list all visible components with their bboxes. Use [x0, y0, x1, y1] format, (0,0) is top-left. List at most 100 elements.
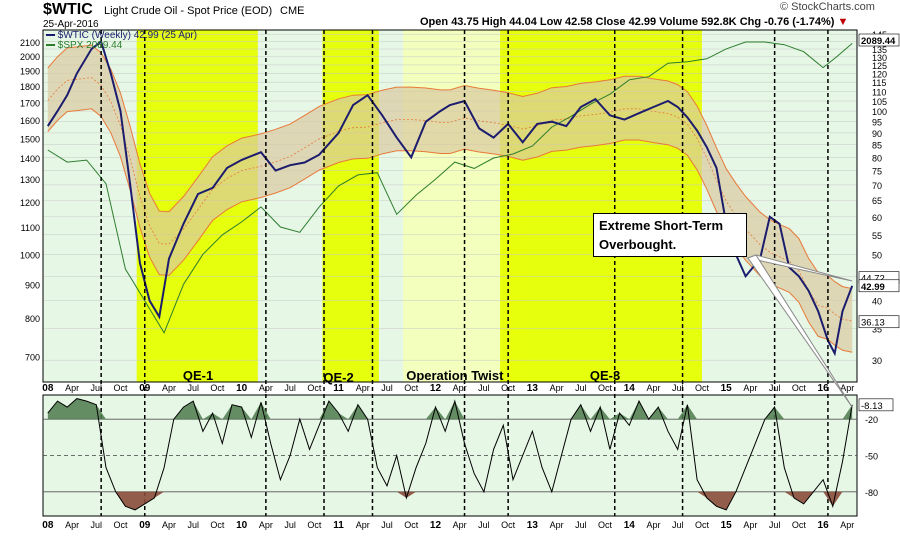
osc-x-axis-tick: Oct [792, 520, 807, 530]
volume-value: 592.8K [701, 16, 737, 28]
osc-x-axis-tick: Apr [356, 520, 370, 530]
osc-x-axis-tick: 09 [139, 520, 151, 531]
osc-y-tick: -50 [865, 452, 878, 462]
x-axis-tick: 10 [236, 383, 248, 394]
x-axis-tick: 13 [527, 383, 539, 394]
x-axis-tick: Apr [162, 383, 176, 393]
right-axis-tick: 50 [872, 251, 882, 261]
bollinger-mid-band [47, 77, 853, 322]
osc-x-axis-tick: Jul [478, 520, 490, 530]
osc-x-axis-tick: Oct [210, 520, 225, 530]
x-axis-tick: Oct [404, 383, 419, 393]
x-axis-tick: 12 [430, 383, 442, 394]
period-label-4: QE-3 [590, 368, 620, 383]
value-tag: 42.99 [861, 282, 885, 293]
right-axis-tick: 40 [872, 297, 882, 307]
value-tag: 44.72 [861, 274, 885, 285]
osc-oversold-fill [47, 491, 853, 510]
osc-value-tag: -8.13 [861, 401, 883, 412]
close-value: 42.99 [628, 16, 657, 28]
osc-value-tag-box [858, 398, 894, 412]
osc-x-axis-tick: Oct [501, 520, 516, 530]
right-axis-tick: 120 [872, 69, 887, 79]
x-axis-tick: Oct [501, 383, 516, 393]
osc-x-axis-tick: Oct [114, 520, 129, 530]
x-axis-tick: Apr [743, 383, 757, 393]
close-label: Close [595, 16, 626, 28]
wtic-series-line [46, 39, 854, 357]
callout-arrow-osc [747, 254, 853, 408]
spx-value-tag: 2089.44 [861, 36, 896, 47]
x-axis-tick: Oct [210, 383, 225, 393]
right-axis-tick: 85 [872, 141, 882, 151]
right-axis-tick: 135 [872, 45, 887, 55]
right-axis-tick: 110 [872, 87, 886, 97]
osc-y-tick: -20 [865, 415, 878, 425]
x-axis-tick: Oct [695, 383, 710, 393]
value-tag: 36.13 [861, 318, 885, 329]
right-axis-tick: 80 [872, 153, 882, 163]
right-axis-tick: 125 [872, 61, 887, 71]
legend-wtic: $WTIC (Weekly) 42.99 (25 Apr) [46, 30, 197, 41]
osc-x-axis-tick: 08 [42, 520, 54, 531]
x-axis-tick: Apr [356, 383, 370, 393]
left-axis-tick: 800 [25, 314, 40, 324]
x-axis-tick: Jul [575, 383, 587, 393]
left-axis-tick: 1100 [21, 223, 40, 233]
osc-x-axis-tick: 15 [721, 520, 733, 531]
period-label-1: QE-1 [183, 368, 213, 383]
x-axis-tick: Apr [453, 383, 467, 393]
x-axis-tick: Oct [792, 383, 807, 393]
chart-date: 25-Apr-2016 [43, 19, 99, 30]
x-axis-tick: Oct [598, 383, 613, 393]
x-axis-tick: Jul [381, 383, 393, 393]
osc-x-axis-tick: Apr [259, 520, 273, 530]
osc-x-axis-tick: Apr [646, 520, 660, 530]
left-axis-tick: 1200 [20, 198, 40, 208]
x-axis-tick: Apr [646, 383, 660, 393]
right-axis-tick: 100 [872, 107, 887, 117]
period-label-2: QE-2 [323, 370, 353, 385]
x-axis-tick: 15 [721, 383, 733, 394]
chg-down-arrow-icon: ▼ [837, 16, 849, 28]
x-axis-tick: Jul [284, 383, 296, 393]
left-axis-tick: 1000 [20, 250, 40, 260]
x-axis-tick: Jul [91, 383, 103, 393]
x-axis-tick: Jul [769, 383, 781, 393]
stockcharts-watermark: © StockCharts.com [780, 1, 875, 13]
callout-line1: Extreme Short-Term [599, 218, 724, 233]
left-axis-tick: 1500 [20, 134, 40, 144]
osc-x-axis-tick: Oct [695, 520, 710, 530]
left-axis-tick: 2000 [20, 52, 40, 62]
osc-x-axis-tick: 14 [624, 520, 636, 531]
osc-x-axis-tick: 11 [333, 520, 344, 531]
low-value: 42.58 [564, 16, 593, 28]
legend-wtic-swatch [46, 34, 55, 37]
low-label: Low [539, 16, 562, 28]
left-axis-tick: 900 [25, 280, 40, 290]
osc-x-axis-tick: Jul [187, 520, 199, 530]
osc-x-axis-tick: Jul [381, 520, 393, 530]
right-axis-tick: 35 [872, 324, 882, 334]
left-axis-tick: 1600 [20, 116, 40, 126]
osc-x-axis-tick: Apr [550, 520, 564, 530]
open-value: 43.75 [451, 16, 479, 28]
x-axis-tick: Oct [114, 383, 129, 393]
osc-x-axis-tick: Jul [575, 520, 587, 530]
osc-x-axis-tick: Oct [307, 520, 322, 530]
osc-x-axis-tick: Oct [404, 520, 419, 530]
chg-value: -0.76 (-1.74%) [764, 16, 835, 28]
left-axis-tick: 1800 [20, 82, 40, 92]
x-axis-tick: Jul [187, 383, 199, 393]
left-axis-tick: 1900 [20, 67, 40, 77]
bollinger-lower-band [47, 108, 853, 353]
chart-instrument-name: Light Crude Oil - Spot Price (EOD) [104, 5, 273, 17]
x-axis-tick: Jul [478, 383, 490, 393]
right-axis-tick: 115 [872, 78, 886, 88]
osc-x-axis-tick: Oct [598, 520, 613, 530]
osc-x-axis-tick: Apr [840, 520, 854, 530]
left-axis-tick: 2100 [20, 38, 40, 48]
left-axis-tick: 1300 [20, 175, 40, 185]
right-axis-tick: 130 [872, 53, 887, 63]
